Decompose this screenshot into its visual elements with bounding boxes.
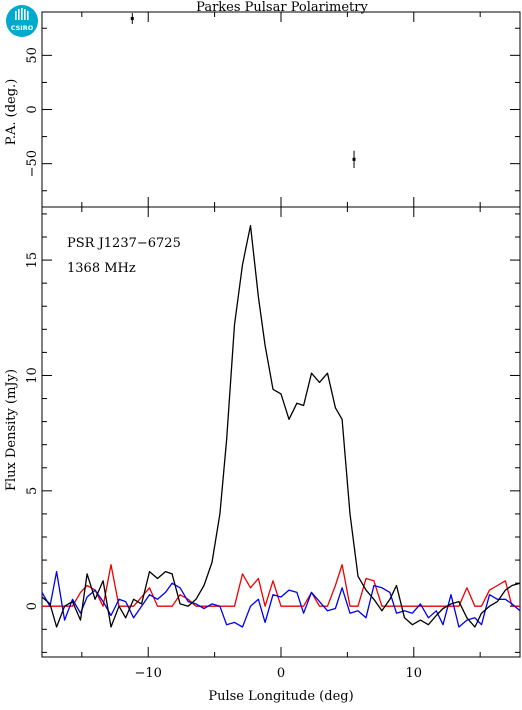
flux-y-tick-label: 0: [25, 602, 40, 610]
x-axis-label: Pulse Longitude (deg): [208, 689, 353, 704]
flux-ticks: [42, 207, 520, 657]
chart-title: Parkes Pulsar Polarimetry: [196, 0, 368, 15]
frequency-annotation: 1368 MHz: [67, 261, 136, 276]
flux-y-tick-labels: 0 5 10 15: [25, 252, 40, 611]
pa-y-tick-label: 0: [25, 105, 40, 113]
pa-y-tick-label: 50: [25, 47, 40, 64]
pa-panel-frame: [41, 11, 521, 208]
pa-point: [130, 13, 134, 24]
linear-polarization-line: [42, 564, 520, 607]
flux-panel: 0 5 10 15 −10 0 10 PSR J1237−6725 1368 MHz Fl…: [4, 206, 521, 704]
flux-series: [41, 224, 521, 628]
pa-point: [352, 150, 356, 168]
flux-x-tick-labels: −10 0 10: [135, 666, 423, 681]
x-tick-label: 10: [406, 666, 423, 681]
x-tick-label: −10: [135, 666, 162, 681]
pa-y-tick-labels: −50 0 50: [25, 47, 40, 177]
flux-y-axis-label: Flux Density (mJy): [4, 369, 19, 491]
svg-text:CSIRO: CSIRO: [11, 24, 34, 32]
psr-name-annotation: PSR J1237−6725: [67, 236, 181, 251]
pa-panel: Parkes Pulsar Polarimetry −50 0 50 P.A. (d…: [4, 0, 521, 208]
total-intensity-line: [41, 224, 521, 628]
circular-polarization-line: [41, 570, 521, 628]
x-tick-label: 0: [277, 666, 285, 681]
pa-points: [130, 13, 356, 168]
pa-ticks: [42, 12, 520, 207]
flux-y-tick-label: 5: [25, 487, 40, 495]
pa-y-tick-label: −50: [25, 150, 40, 177]
flux-y-tick-label: 10: [25, 367, 40, 384]
pa-y-axis-label: P.A. (deg.): [4, 79, 19, 146]
csiro-logo: CSIRO: [6, 5, 38, 37]
flux-y-tick-label: 15: [25, 252, 40, 269]
